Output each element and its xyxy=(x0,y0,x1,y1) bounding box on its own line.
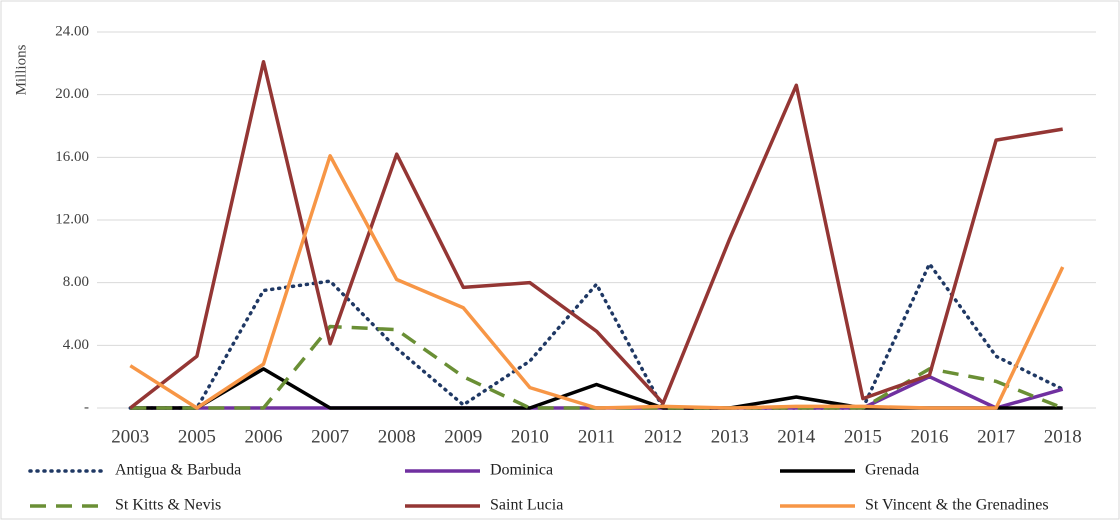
x-tick-label: 2007 xyxy=(311,426,349,447)
legend-label: St Vincent & the Grenadines xyxy=(865,497,1049,514)
x-tick-label: 2014 xyxy=(777,426,816,447)
y-tick-label: - xyxy=(84,399,89,415)
x-tick-label: 2011 xyxy=(578,426,615,447)
y-axis-label: Millions xyxy=(13,44,29,95)
x-tick-label: 2010 xyxy=(511,426,549,447)
x-tick-label: 2018 xyxy=(1044,426,1082,447)
x-tick-label: 2017 xyxy=(977,426,1015,447)
y-tick-label: 8.00 xyxy=(63,274,89,290)
legend-label: Saint Lucia xyxy=(490,497,563,514)
y-tick-label: 24.00 xyxy=(55,23,89,39)
y-tick-label: 12.00 xyxy=(55,211,89,227)
x-tick-label: 2013 xyxy=(711,426,749,447)
legend-label: St Kitts & Nevis xyxy=(115,497,221,514)
series-line xyxy=(129,154,1065,410)
x-tick-label: 2015 xyxy=(844,426,882,447)
x-tick-label: 2009 xyxy=(444,426,482,447)
x-tick-label: 2008 xyxy=(378,426,416,447)
x-tick-label: 2006 xyxy=(245,426,283,447)
legend-label: Dominica xyxy=(490,462,553,479)
x-tick-label: 2003 xyxy=(111,426,149,447)
y-tick-label: 16.00 xyxy=(55,149,89,165)
series-line xyxy=(129,60,1063,410)
y-tick-label: 4.00 xyxy=(63,337,89,353)
x-tick-label: 2012 xyxy=(644,426,682,447)
series-line xyxy=(128,262,1065,410)
legend-label: Grenada xyxy=(865,462,919,479)
x-tick-label: 2005 xyxy=(178,426,216,447)
y-tick-label: 20.00 xyxy=(55,86,89,102)
legend-label: Antigua & Barbuda xyxy=(115,462,241,479)
x-tick-label: 2016 xyxy=(911,426,949,447)
